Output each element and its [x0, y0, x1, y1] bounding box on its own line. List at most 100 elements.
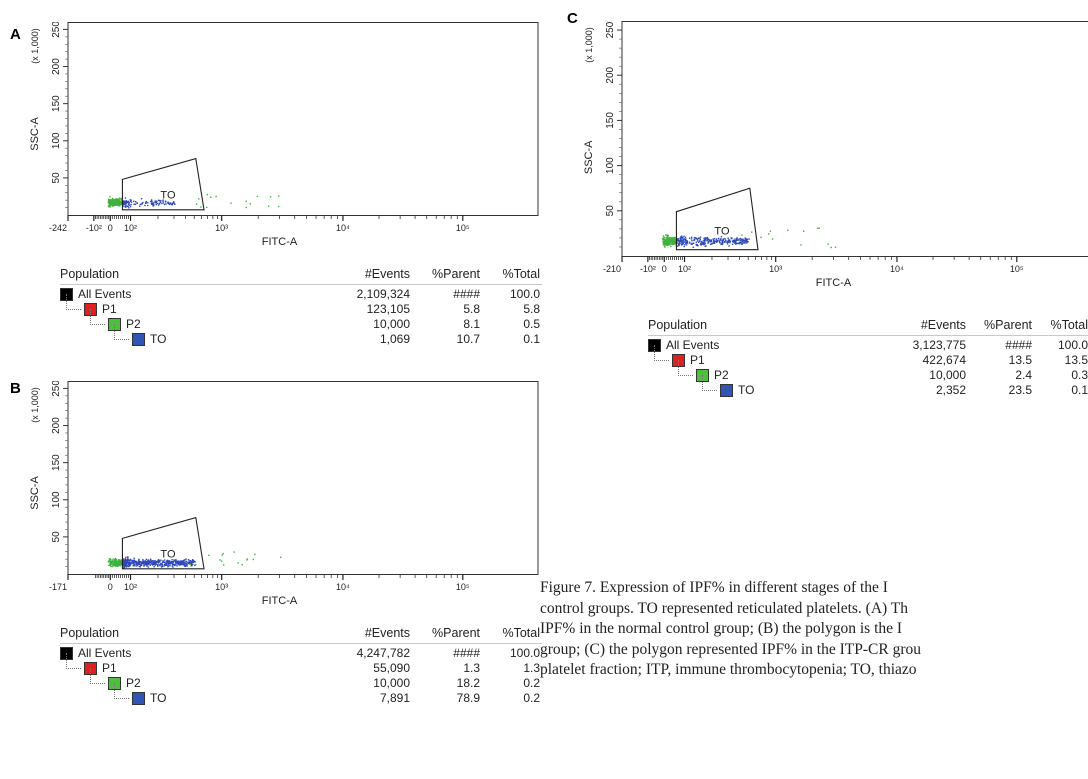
event-dot	[708, 239, 711, 241]
x-tick-label: -10²	[640, 264, 656, 274]
event-dot	[712, 238, 714, 240]
table-header: #Events	[364, 267, 410, 281]
event-dot	[184, 564, 187, 566]
event-dot	[143, 561, 146, 563]
event-dot	[146, 560, 149, 562]
event-dot	[150, 203, 153, 205]
event-dot	[120, 202, 123, 204]
event-dot	[147, 201, 149, 204]
event-dot	[111, 199, 113, 201]
event-dot	[703, 241, 706, 243]
event-dot	[180, 561, 183, 563]
panel-label: C	[567, 10, 578, 27]
event-dot	[683, 240, 685, 242]
event-dot	[171, 203, 174, 206]
event-dot	[663, 242, 666, 245]
table-header: Population	[60, 626, 120, 640]
event-dot	[144, 563, 146, 565]
population-parent: 2.4	[1015, 368, 1032, 382]
event-dot	[686, 242, 689, 244]
event-dot	[736, 237, 738, 239]
event-dot	[662, 238, 664, 241]
event-dot	[667, 237, 669, 240]
event-dot	[140, 198, 143, 200]
event-dot	[118, 205, 121, 207]
event-dot	[169, 561, 171, 564]
event-dot	[681, 240, 683, 242]
event-dot	[123, 201, 125, 204]
event-dot	[745, 242, 747, 244]
event-dot	[114, 562, 117, 564]
event-dot	[666, 236, 669, 238]
event-dot	[118, 561, 121, 563]
event-dot	[728, 245, 730, 247]
event-dot	[147, 559, 150, 561]
event-dot	[739, 243, 741, 245]
event-dot	[133, 200, 135, 203]
event-dot	[686, 240, 688, 242]
event-dot	[698, 237, 700, 239]
event-dot	[109, 200, 111, 202]
event-dot	[145, 564, 147, 566]
event-dot	[175, 563, 177, 566]
population-total: 0.2	[523, 676, 540, 690]
event-dot	[681, 241, 684, 243]
x-tick-label: 10³	[215, 223, 228, 233]
event-dot	[151, 200, 153, 202]
event-dot	[707, 237, 709, 240]
event-dot	[123, 205, 125, 208]
population-parent: 78.9	[456, 691, 480, 705]
event-dot	[114, 558, 117, 560]
caption-line: control groups. TO represented reticulat…	[540, 599, 909, 617]
population-total: 0.1	[523, 332, 540, 346]
event-dot	[128, 201, 131, 204]
event-dot	[162, 202, 165, 204]
event-dot	[663, 240, 665, 242]
event-dot	[245, 206, 248, 209]
event-dot	[705, 237, 707, 239]
event-dot	[170, 562, 173, 564]
event-dot	[680, 242, 682, 245]
event-dot	[158, 199, 161, 202]
flow-cytometry-plot: 50 100 150 200 250 SSC-A (x 1,000) -210 -10² 0 10²…	[583, 21, 1088, 289]
event-dot	[683, 245, 685, 248]
event-dot	[699, 238, 701, 240]
event-dot	[152, 562, 154, 564]
population-row: P2 10,000 18.2 0.2	[60, 668, 542, 691]
event-dot	[669, 241, 672, 243]
tree-connector	[66, 294, 81, 310]
event-dot	[666, 243, 668, 245]
event-dot	[745, 238, 748, 240]
event-dot	[733, 239, 735, 242]
event-dot	[128, 204, 131, 206]
event-dot	[194, 564, 196, 567]
event-dot	[164, 561, 166, 564]
population-row: TO 7,891 78.9 0.2	[60, 683, 542, 706]
event-dot	[152, 205, 154, 207]
event-dot	[110, 200, 112, 202]
event-dot	[188, 562, 190, 565]
event-dot	[166, 559, 169, 562]
table-header: %Total	[502, 267, 540, 281]
event-dot	[176, 565, 178, 567]
event-dot	[146, 562, 149, 564]
event-dot	[164, 564, 166, 566]
event-dot	[249, 203, 251, 205]
event-dot	[173, 202, 175, 205]
event-dot	[712, 240, 715, 242]
event-dot	[177, 560, 179, 562]
event-dot	[724, 239, 727, 241]
event-dot	[155, 563, 157, 565]
event-dot	[724, 237, 726, 240]
event-dot	[174, 561, 177, 563]
population-row: P1 55,090 1.3 1.3	[60, 653, 542, 676]
event-dot	[695, 243, 697, 246]
event-dot	[745, 239, 747, 242]
event-dot	[713, 240, 716, 242]
event-dot	[713, 237, 716, 240]
event-dot	[252, 558, 254, 561]
event-dot	[684, 236, 687, 239]
event-dot	[161, 566, 163, 568]
event-dot	[114, 565, 117, 567]
event-dot	[111, 204, 113, 207]
